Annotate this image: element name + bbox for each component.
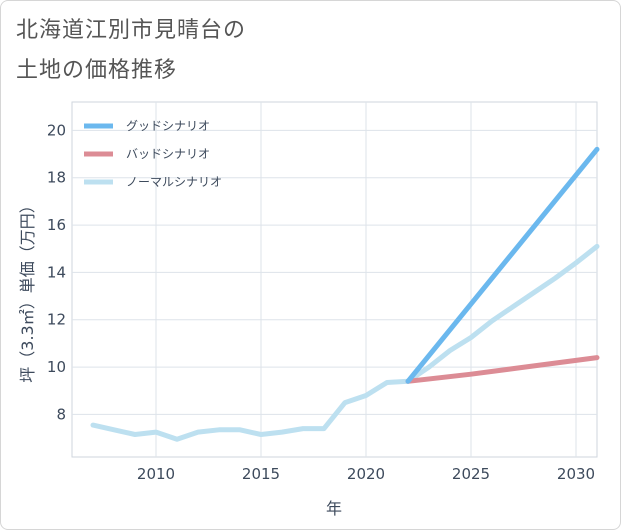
legend-label-1: バッドシナリオ [126, 147, 210, 161]
series-line-2 [90, 243, 600, 442]
y-tick-label-10: 10 [47, 358, 66, 376]
chart-title-line1: 北海道江別市見晴台の [16, 18, 247, 43]
series-line-1 [405, 355, 600, 384]
plot-area [71, 101, 598, 458]
x-axis-title: 年 [326, 499, 342, 518]
y-tick-label-18: 18 [47, 169, 66, 187]
x-tick-label-2015: 2015 [242, 465, 280, 483]
y-tick-label-12: 12 [47, 311, 66, 329]
series-lines [90, 146, 600, 442]
legend-label-2: ノーマルシナリオ [126, 175, 222, 189]
y-tick-label-14: 14 [47, 263, 66, 281]
legend-label-0: グッドシナリオ [126, 119, 210, 133]
tick-labels: 2010 2015 2020 2025 2030 8 10 12 14 16 18 20 [47, 121, 595, 483]
chart-title-line2: 土地の価格推移 [16, 58, 178, 83]
series-line-0 [405, 146, 600, 384]
y-tick-label-20: 20 [47, 121, 66, 139]
y-axis-title: 坪（3.3㎡）単価（万円） [18, 197, 37, 382]
y-tick-label-16: 16 [47, 216, 66, 234]
x-tick-label-2025: 2025 [452, 465, 490, 483]
x-tick-label-2020: 2020 [347, 465, 385, 483]
x-tick-label-2010: 2010 [137, 465, 175, 483]
x-tick-label-2030: 2030 [557, 465, 595, 483]
y-tick-label-8: 8 [56, 405, 66, 423]
